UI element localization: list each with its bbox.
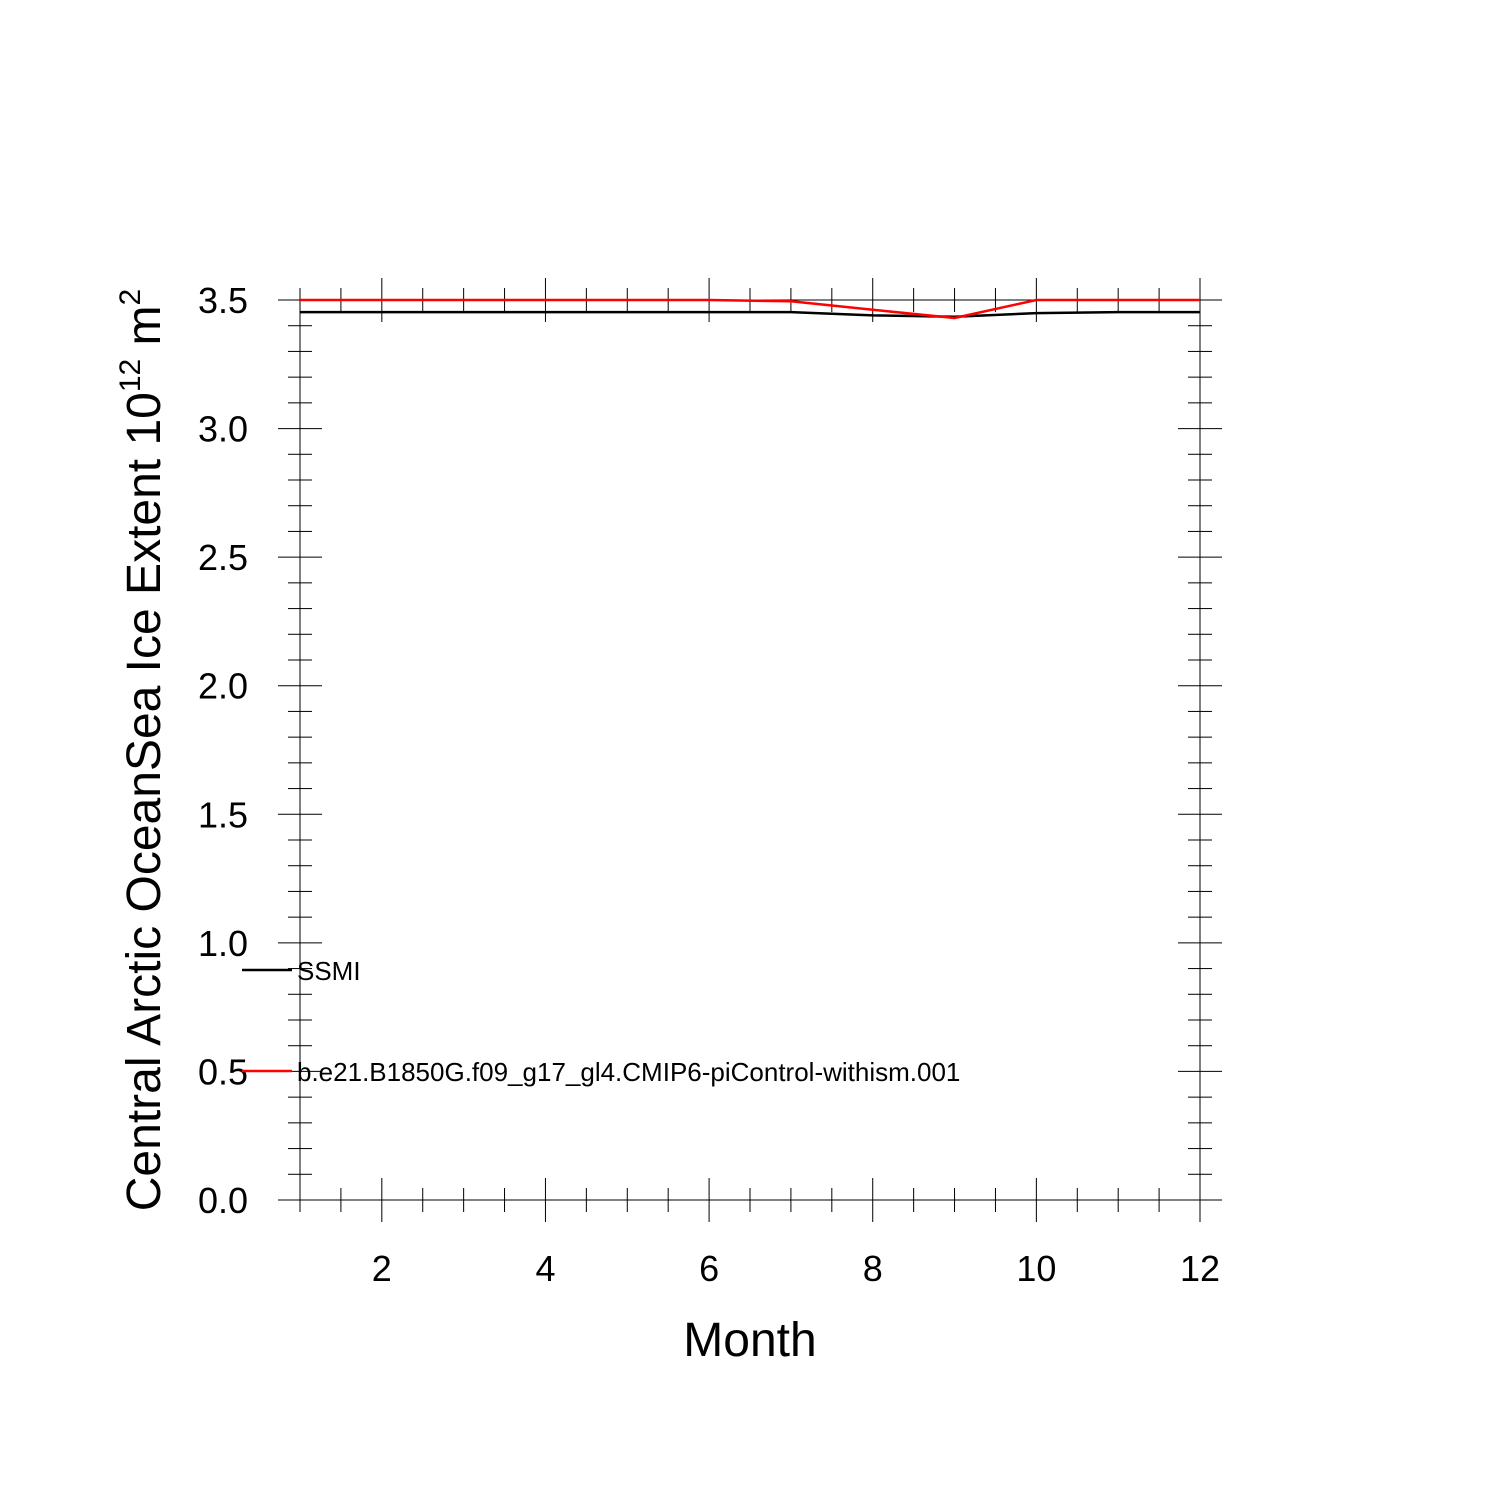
y-axis-title-unit: m <box>118 305 171 358</box>
series-lines <box>300 298 1200 320</box>
legend-label: SSMI <box>297 956 361 986</box>
y-axis-title-exponent-2: 2 <box>114 289 147 306</box>
y-tick-label: 2.5 <box>198 537 248 578</box>
x-axis-title: Month <box>683 1314 816 1367</box>
y-tick-label: 1.5 <box>198 794 248 835</box>
y-axis-title-prefix: Central Arctic OceanSea Ice Extent 10 <box>118 392 171 1211</box>
x-tick-label: 6 <box>699 1248 719 1289</box>
y-tick-label: 0.5 <box>198 1051 248 1092</box>
series-line-1 <box>300 310 1200 318</box>
x-tick-label: 2 <box>372 1248 392 1289</box>
x-tick-labels: 2 4 6 8 10 12 <box>372 1248 1220 1289</box>
legend-label: b.e21.B1850G.f09_g17_gl4.CMIP6-piControl… <box>297 1057 960 1087</box>
y-tick-label: 0.0 <box>198 1180 248 1221</box>
x-tick-label: 8 <box>863 1248 883 1289</box>
legend: SSMI b.e21.B1850G.f09_g17_gl4.CMIP6-piCon… <box>242 956 960 1087</box>
y-tick-label: 3.0 <box>198 409 248 450</box>
x-tick-label: 4 <box>535 1248 555 1289</box>
y-axis-title-exponent-1: 12 <box>114 359 147 392</box>
y-axis-title: Central Arctic OceanSea Ice Extent 1012 … <box>114 289 171 1211</box>
y-tick-label: 2.0 <box>198 666 248 707</box>
series-line-2 <box>300 298 1200 320</box>
axis-ticks <box>278 278 1222 1222</box>
x-tick-label: 12 <box>1180 1248 1220 1289</box>
y-tick-label: 1.0 <box>198 923 248 964</box>
y-tick-label: 3.5 <box>198 280 248 321</box>
y-tick-labels: 0.0 0.5 1.0 1.5 2.0 2.5 3.0 3.5 <box>198 280 248 1221</box>
x-tick-label: 10 <box>1016 1248 1056 1289</box>
